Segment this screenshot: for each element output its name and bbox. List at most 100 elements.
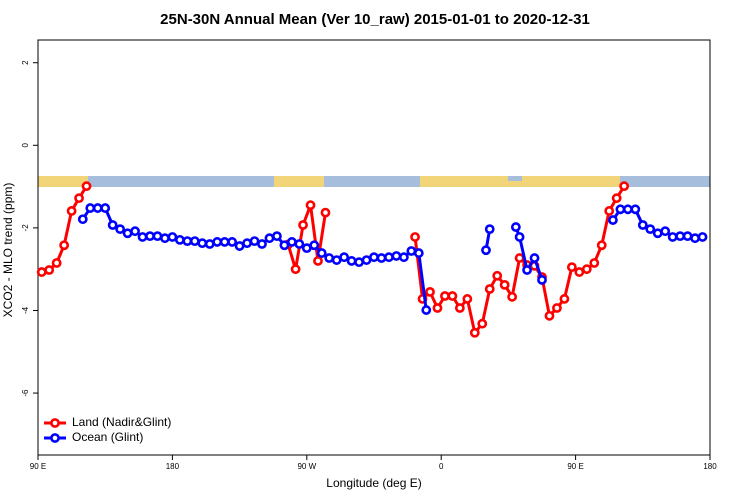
point	[604, 206, 615, 216]
legend-label: Ocean (Glint)	[72, 430, 143, 444]
point	[316, 248, 327, 258]
point	[122, 228, 133, 239]
point	[301, 243, 312, 254]
y-tick-label: 0	[21, 143, 30, 148]
point	[432, 303, 443, 313]
point	[645, 224, 656, 235]
point	[85, 203, 96, 213]
point	[421, 305, 432, 315]
point	[529, 253, 540, 263]
point	[566, 262, 577, 273]
point	[130, 226, 140, 237]
point	[410, 232, 420, 242]
point	[484, 284, 495, 294]
legend-label: Land (Nadir&Glint)	[72, 415, 171, 429]
point	[596, 240, 607, 251]
plot-frame	[37, 39, 711, 456]
point	[682, 231, 693, 242]
y-tick-label: 2	[21, 60, 30, 65]
x-axis-label: Longitude (deg E)	[326, 476, 421, 490]
point	[622, 204, 633, 215]
point	[354, 257, 364, 268]
point	[74, 193, 84, 204]
point	[391, 251, 402, 261]
point	[552, 303, 562, 313]
x-tick-label: 0	[439, 462, 444, 471]
point	[481, 245, 491, 256]
x-tick-label: 90 W	[297, 462, 316, 471]
point	[675, 231, 686, 242]
x-tick-label: 90 E	[567, 462, 583, 471]
point	[510, 222, 521, 232]
point	[652, 228, 663, 239]
x-tick-label: 180	[703, 462, 717, 471]
point	[167, 232, 178, 242]
point	[514, 232, 525, 242]
point	[507, 291, 518, 302]
point	[611, 193, 622, 204]
point	[637, 220, 648, 230]
y-axis-label: XCO2 - MLO trend (ppm)	[1, 183, 15, 318]
point	[690, 233, 700, 244]
point	[294, 239, 305, 249]
point	[376, 253, 387, 263]
point	[77, 214, 88, 225]
point	[160, 233, 170, 244]
point	[667, 232, 678, 242]
point	[212, 237, 223, 247]
point	[189, 236, 200, 246]
point	[257, 239, 267, 249]
point	[630, 204, 641, 215]
point	[234, 241, 245, 251]
point	[608, 215, 618, 225]
point	[272, 231, 282, 242]
point	[115, 224, 126, 235]
point	[152, 231, 163, 242]
point	[279, 240, 290, 251]
point	[499, 279, 510, 290]
point	[425, 286, 435, 297]
point	[66, 206, 77, 216]
point	[346, 256, 357, 266]
point	[286, 237, 297, 247]
point	[469, 327, 480, 338]
point	[204, 239, 215, 249]
point	[589, 258, 600, 268]
surface-strip	[38, 176, 710, 187]
point	[619, 181, 630, 192]
legend-marker	[50, 418, 60, 428]
point	[581, 264, 592, 275]
point	[361, 255, 372, 265]
chart-title: 25N-30N Annual Mean (Ver 10_raw) 2015-01…	[160, 11, 590, 28]
point	[242, 238, 252, 249]
point	[145, 231, 155, 242]
point	[36, 267, 47, 277]
point	[447, 291, 458, 301]
point	[454, 303, 465, 313]
y-tick-label: -4	[21, 306, 30, 314]
point	[369, 252, 379, 263]
point	[413, 248, 424, 258]
point	[514, 253, 525, 263]
point	[398, 252, 409, 263]
point	[100, 203, 111, 213]
point	[174, 234, 185, 245]
point	[107, 220, 118, 230]
point	[440, 291, 450, 301]
point	[660, 226, 671, 237]
point	[559, 294, 570, 304]
point	[406, 246, 417, 256]
point	[219, 237, 230, 247]
legend-marker	[50, 433, 60, 443]
point	[477, 318, 488, 329]
point	[92, 203, 103, 213]
point	[81, 181, 92, 192]
point	[697, 232, 708, 242]
point	[227, 237, 238, 247]
point	[313, 256, 323, 266]
point	[384, 252, 394, 263]
x-tick-label: 90 E	[30, 462, 46, 471]
point	[182, 236, 193, 246]
point	[309, 240, 320, 251]
point	[264, 233, 275, 244]
